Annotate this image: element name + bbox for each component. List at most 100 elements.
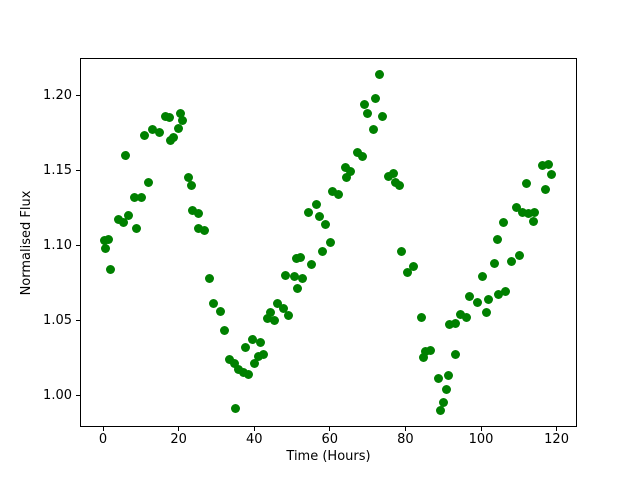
- scatter-point: [418, 353, 428, 362]
- scatter-point: [388, 168, 398, 178]
- scatter-point: [118, 218, 128, 227]
- scatter-point: [320, 219, 330, 229]
- scatter-point: [498, 218, 508, 227]
- scatter-point: [144, 177, 154, 187]
- scatter-point: [363, 108, 373, 118]
- scatter-point: [529, 207, 539, 217]
- x-tick-label: 20: [170, 432, 187, 447]
- scatter-point: [297, 273, 307, 283]
- scatter-point: [280, 270, 290, 280]
- scatter-point: [443, 371, 453, 380]
- scatter-point: [451, 350, 461, 359]
- scatter-point: [465, 291, 475, 301]
- scatter-point: [121, 150, 131, 160]
- scatter-point: [395, 180, 405, 190]
- y-tick-label: 1.20: [43, 87, 72, 103]
- scatter-point: [148, 125, 158, 134]
- scatter-point: [420, 347, 430, 356]
- scatter-point: [547, 170, 557, 179]
- scatter-point: [229, 359, 239, 368]
- scatter-point: [511, 203, 521, 212]
- scatter-point: [240, 342, 250, 352]
- scatter-point: [359, 99, 369, 109]
- scatter-point: [368, 125, 378, 134]
- scatter-point: [283, 311, 293, 320]
- scatter-point: [259, 350, 269, 359]
- y-tick-mark: [76, 170, 80, 171]
- scatter-point: [481, 308, 491, 317]
- scatter-point: [99, 236, 109, 245]
- scatter-point: [164, 113, 174, 122]
- scatter-point: [403, 267, 413, 277]
- scatter-point: [541, 185, 551, 194]
- y-tick-label: 1.00: [43, 387, 72, 403]
- scatter-point: [378, 111, 388, 121]
- scatter-point: [307, 260, 317, 269]
- scatter-point: [483, 294, 493, 304]
- scatter-point: [462, 312, 472, 322]
- x-axis-label: Time (Hours): [286, 449, 371, 464]
- scatter-point: [517, 207, 527, 217]
- x-tick-mark: [480, 427, 482, 431]
- x-tick-mark: [404, 427, 406, 431]
- scatter-point: [507, 257, 517, 266]
- scatter-point: [383, 171, 393, 181]
- scatter-point: [341, 162, 351, 172]
- scatter-point: [523, 209, 533, 218]
- scatter-point: [514, 251, 524, 260]
- scatter-point: [105, 264, 115, 274]
- x-tick-label: 60: [321, 432, 339, 447]
- x-tick-label: 80: [397, 432, 414, 447]
- scatter-point: [444, 320, 454, 329]
- scatter-point: [315, 212, 325, 221]
- y-tick-mark: [76, 395, 80, 396]
- scatter-point: [433, 374, 443, 383]
- scatter-point: [132, 224, 142, 233]
- scatter-point: [426, 345, 436, 355]
- x-tick-mark: [329, 427, 331, 431]
- scatter-point: [528, 216, 538, 226]
- scatter-point: [224, 354, 234, 364]
- scatter-point: [194, 224, 204, 233]
- scatter-point: [209, 299, 219, 308]
- scatter-point: [493, 234, 503, 244]
- scatter-point: [188, 206, 198, 215]
- scatter-point: [328, 186, 338, 196]
- scatter-point: [345, 167, 355, 176]
- scatter-point: [175, 108, 185, 118]
- y-tick-label: 1.05: [43, 312, 72, 328]
- x-tick-label: 0: [98, 432, 108, 447]
- scatter-point: [537, 161, 547, 170]
- x-tick-label: 120: [544, 432, 569, 447]
- y-tick-label: 1.10: [43, 237, 72, 253]
- scatter-point: [295, 252, 305, 262]
- scatter-point: [352, 147, 362, 157]
- scatter-point: [255, 338, 265, 347]
- scatter-point: [244, 369, 254, 379]
- scatter-point: [273, 299, 283, 308]
- scatter-point: [124, 210, 134, 220]
- scatter-point: [358, 152, 368, 161]
- scatter-point: [254, 351, 264, 361]
- scatter-point: [292, 284, 302, 293]
- y-tick-mark: [76, 95, 80, 96]
- x-tick-mark: [178, 427, 180, 431]
- scatter-point: [289, 272, 299, 281]
- scatter-point: [269, 315, 279, 325]
- scatter-point: [472, 297, 482, 307]
- scatter-point: [311, 200, 321, 209]
- y-tick-mark: [76, 320, 80, 321]
- scatter-point: [220, 326, 230, 335]
- scatter-point: [543, 159, 553, 169]
- scatter-point: [438, 398, 448, 407]
- scatter-point: [233, 365, 243, 374]
- scatter-point: [155, 128, 165, 137]
- y-tick-label: 1.15: [43, 162, 72, 178]
- scatter-point: [193, 209, 203, 218]
- x-tick-mark: [253, 427, 255, 431]
- plot-area: [80, 58, 577, 427]
- scatter-point: [342, 173, 352, 182]
- scatter-point: [169, 132, 179, 142]
- scatter-point: [262, 314, 272, 323]
